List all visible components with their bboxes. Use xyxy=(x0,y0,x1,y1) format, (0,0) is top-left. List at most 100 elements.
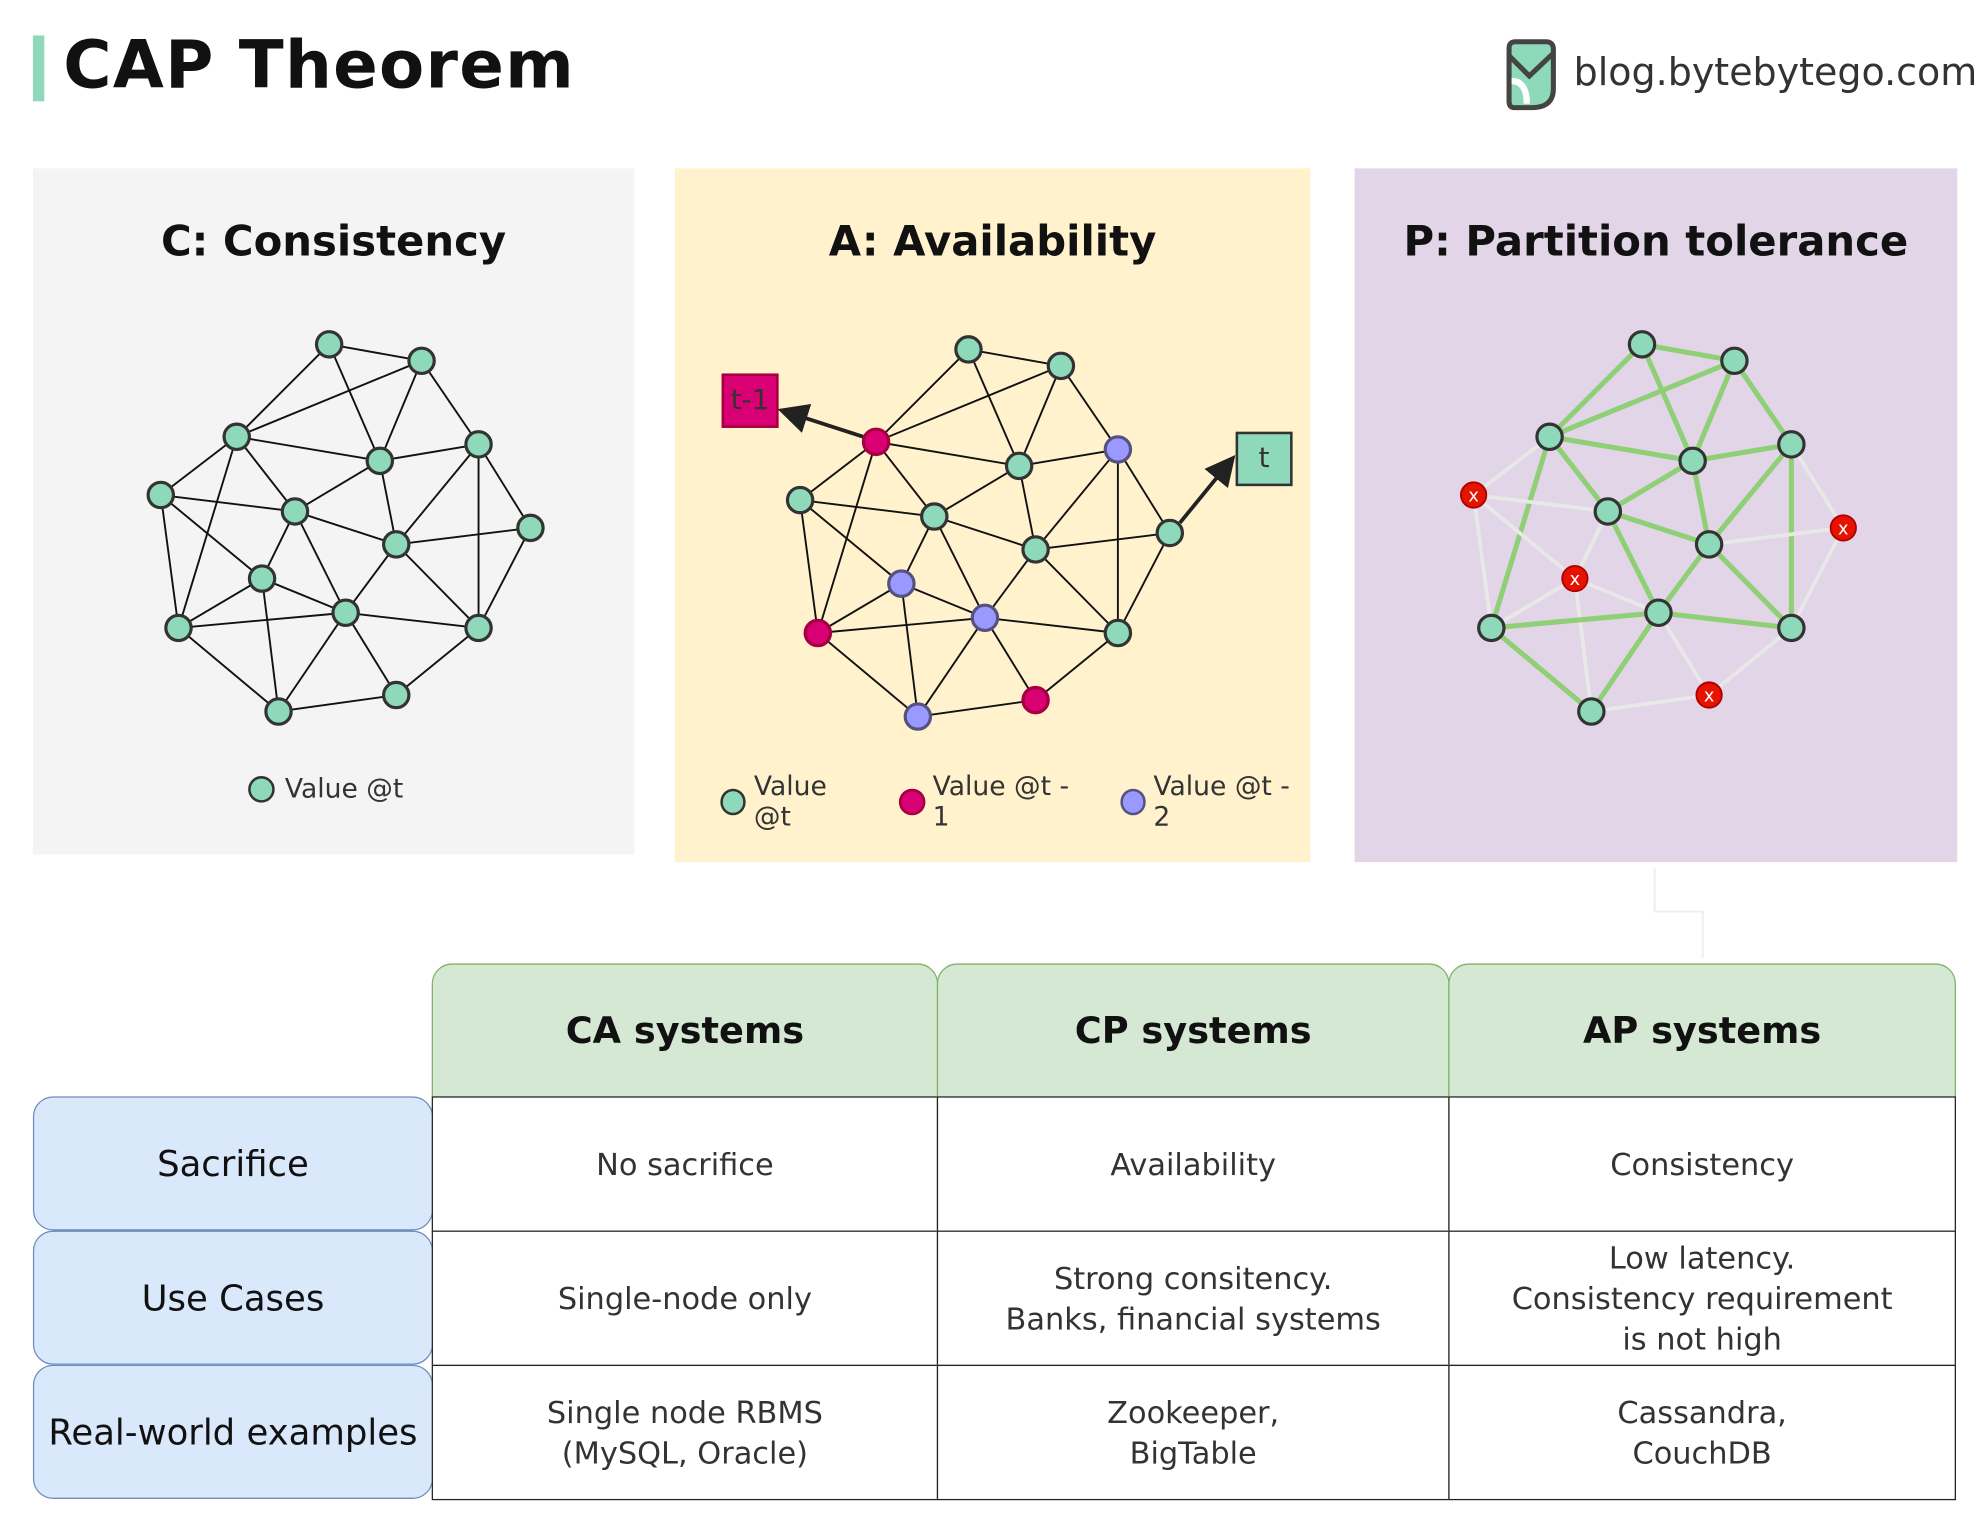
graph-edge xyxy=(1018,365,1062,467)
graph-edge xyxy=(917,617,986,718)
legend-dot-icon xyxy=(248,775,275,803)
graph-edge xyxy=(395,443,480,545)
graph-edge xyxy=(1547,435,1610,514)
failed-node-icon xyxy=(1829,514,1857,542)
graph-edge xyxy=(1472,435,1551,497)
node-t xyxy=(222,422,251,452)
panel-title: P: Partition tolerance xyxy=(1403,216,1909,266)
graph-edge xyxy=(1489,625,1593,714)
graph-edge xyxy=(1491,610,1659,631)
graph-edge xyxy=(1034,548,1119,634)
graph-edge xyxy=(277,612,347,713)
node-t xyxy=(464,430,493,459)
graph-edge xyxy=(294,511,347,614)
node-t xyxy=(1004,451,1034,481)
node-t xyxy=(1694,530,1724,559)
panel-partition-tolerance: P: Partition tolerance xyxy=(1354,168,1958,863)
node-t xyxy=(920,502,949,531)
graph-edge xyxy=(160,494,296,513)
x-mark-icon: x xyxy=(1570,570,1580,590)
graph-edge xyxy=(1060,365,1119,450)
node-t xyxy=(1777,613,1806,643)
graph-edge xyxy=(1591,693,1710,714)
legend-label: Value @t xyxy=(284,773,404,804)
graph-edge xyxy=(396,526,531,546)
graph-edge xyxy=(1641,341,1735,364)
node-t-2 xyxy=(970,603,1000,633)
graph-edge xyxy=(236,359,422,438)
graph-edge xyxy=(817,632,919,718)
graph-edge xyxy=(1589,611,1661,713)
node-t xyxy=(1593,497,1623,526)
graph-edge xyxy=(875,348,970,443)
node-t-1 xyxy=(861,427,891,457)
node-t xyxy=(382,530,411,559)
panel-title: C: Consistency xyxy=(161,216,507,266)
title-accent-bar xyxy=(32,35,45,102)
node-t xyxy=(954,335,983,364)
node-t xyxy=(331,598,360,627)
graph-edge xyxy=(178,611,346,629)
node-t xyxy=(382,680,411,710)
graph-edge xyxy=(236,435,380,462)
table-cell: Low latency. Consistency requirement is … xyxy=(1448,1230,1956,1367)
graph-edge xyxy=(1639,343,1695,462)
failed-node-icon xyxy=(1695,681,1723,709)
graph-edge xyxy=(984,616,1118,634)
callout-t: t xyxy=(1235,431,1293,487)
graph-edge xyxy=(799,441,877,501)
node-t xyxy=(1535,422,1564,452)
graph-edge xyxy=(294,460,381,513)
graph-edge xyxy=(1471,494,1494,629)
graph-edge xyxy=(1607,509,1710,547)
graph-edge xyxy=(1605,510,1661,614)
graph-2: x x x x xyxy=(1460,330,1857,726)
node-t xyxy=(785,485,815,515)
column-header-ap: AP systems xyxy=(1448,963,1956,1098)
graph-edge xyxy=(967,349,1021,467)
graph-edge xyxy=(1490,576,1576,630)
site-url: blog.bytebytego.com xyxy=(1573,50,1975,95)
node-t xyxy=(1678,446,1707,476)
failed-node-icon xyxy=(1561,564,1589,593)
legend-label: Value @t xyxy=(753,770,827,832)
node-t xyxy=(1477,613,1506,643)
graph-edge xyxy=(1708,526,1844,547)
graph-edge xyxy=(1034,448,1119,551)
graph-edge xyxy=(1707,442,1794,546)
graph-edge xyxy=(420,360,480,445)
legend-label: Value @t - 2 xyxy=(1153,770,1290,832)
graph-edge xyxy=(328,343,381,462)
node-t xyxy=(146,480,176,510)
graph-edge xyxy=(933,516,986,619)
graph-edge xyxy=(235,436,296,513)
node-t xyxy=(1777,430,1806,459)
graph-edge xyxy=(1606,458,1694,514)
failed-node-icon xyxy=(1460,481,1488,509)
graph-edge xyxy=(1732,359,1794,446)
node-t xyxy=(365,446,395,476)
graph-edge xyxy=(1547,342,1644,439)
graph-edge xyxy=(477,527,532,629)
graph-1 xyxy=(777,335,1236,731)
node-t xyxy=(314,330,344,359)
table-cell: No sacrifice xyxy=(431,1096,939,1232)
graph-edge xyxy=(177,436,238,629)
graph-edge xyxy=(1789,443,1845,529)
graph-edge xyxy=(378,360,423,462)
column-header-cp: CP systems xyxy=(936,963,1450,1098)
table-cell: Availability xyxy=(936,1096,1450,1232)
row-label-sacrifice: Sacrifice xyxy=(32,1096,433,1231)
table-cell: Consistency xyxy=(1448,1096,1956,1232)
table-cell: Cassandra, CouchDB xyxy=(1448,1364,1956,1501)
graph-edge xyxy=(817,616,986,634)
graph-edge xyxy=(160,436,238,496)
x-mark-icon: x xyxy=(1704,686,1715,706)
node-t xyxy=(407,346,436,376)
graph-edge xyxy=(345,611,479,629)
graph-edge xyxy=(1690,359,1737,462)
node-t-1 xyxy=(1021,685,1050,715)
graph-edge xyxy=(261,577,346,614)
